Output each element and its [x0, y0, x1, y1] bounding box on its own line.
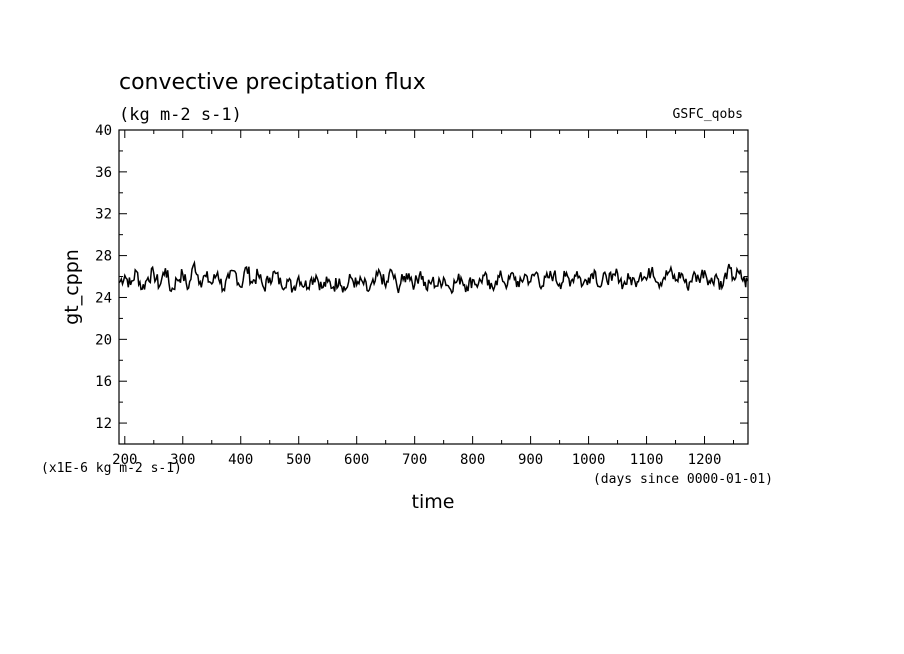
x-axis-title: time [412, 491, 455, 513]
x-tick-label: 1100 [630, 452, 664, 468]
y-tick-label: 20 [95, 332, 112, 348]
y-tick-label: 36 [95, 165, 112, 181]
y-tick-label: 40 [95, 123, 112, 139]
x-unit-label: (days since 0000-01-01) [593, 472, 773, 487]
source-label: GSFC_qobs [673, 107, 743, 122]
y-tick-label: 32 [95, 207, 112, 223]
x-tick-label: 500 [286, 452, 311, 468]
y-tick-label: 24 [95, 290, 112, 306]
x-tick-label: 400 [228, 452, 253, 468]
y-tick-labels: 12 16 20 24 28 32 36 40 [95, 123, 112, 432]
x-tick-label: 1200 [688, 452, 722, 468]
x-tick-labels: 200 300 400 500 600 700 800 900 1000 1100 1200 [112, 452, 721, 468]
series-line [118, 260, 749, 295]
x-tick-label: 800 [460, 452, 485, 468]
x-tick-label: 900 [518, 452, 543, 468]
y-axis-title: gt_cppn [61, 249, 83, 325]
plot-frame [118, 129, 749, 445]
x-tick-label: 700 [402, 452, 427, 468]
x-tick-label: 1000 [572, 452, 606, 468]
chart-subtitle: (kg m-2 s-1) [119, 105, 242, 125]
x-tick-label: 200 [112, 452, 137, 468]
x-tick-label: 600 [344, 452, 369, 468]
y-unit-label: (x1E-6 kg m-2 s-1) [41, 461, 182, 476]
y-tick-label: 16 [95, 374, 112, 390]
y-tick-label: 12 [95, 416, 112, 432]
chart-title: convective preciptation flux [119, 70, 426, 95]
axis-ticks [119, 129, 748, 444]
x-tick-label: 300 [170, 452, 195, 468]
y-tick-label: 28 [95, 249, 112, 265]
